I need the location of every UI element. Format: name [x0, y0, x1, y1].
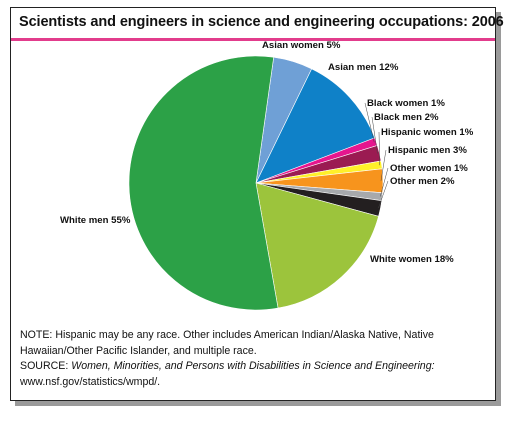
pie-slices [128, 55, 384, 311]
slice-label: Hispanic men 3% [388, 145, 467, 156]
leader-lines [364, 102, 389, 209]
slice-label: White women 18% [370, 254, 454, 265]
pie-slice [255, 182, 379, 309]
leader-line [371, 116, 378, 154]
slice-label: Asian women 5% [262, 40, 341, 51]
slice-label: Black women 1% [367, 98, 445, 109]
chart-notes: NOTE: Hispanic may be any race. Other in… [20, 328, 490, 390]
source-prefix: SOURCE: [20, 360, 72, 372]
note-text: NOTE: Hispanic may be any race. Other in… [20, 329, 434, 357]
slice-label: Asian men 12% [328, 62, 399, 73]
slice-label: White men 55% [60, 215, 131, 226]
title-rule [11, 38, 495, 41]
slice-label: Black men 2% [374, 112, 439, 123]
leader-line [378, 180, 389, 209]
leader-line [380, 149, 387, 181]
slice-label: Hispanic women 1% [381, 127, 474, 138]
slice-label: Other men 2% [390, 176, 455, 187]
slice-labels: Asian women 5% Asian men 12% Black women 1… [60, 40, 474, 265]
chart-title: Scientists and engineers in science and … [19, 14, 504, 30]
source-text: SOURCE: Women, Minorities, and Persons w… [20, 359, 490, 390]
leader-line [380, 167, 389, 197]
pie-slice [255, 68, 376, 184]
leader-line [378, 131, 380, 166]
source-url: www.nsf.gov/statistics/wmpd/. [20, 375, 161, 388]
leader-line [364, 102, 375, 143]
pie-slice [128, 55, 279, 311]
slice-label: Other women 1% [390, 163, 468, 174]
source-title: Women, Minorities, and Persons with Disa… [71, 360, 435, 372]
